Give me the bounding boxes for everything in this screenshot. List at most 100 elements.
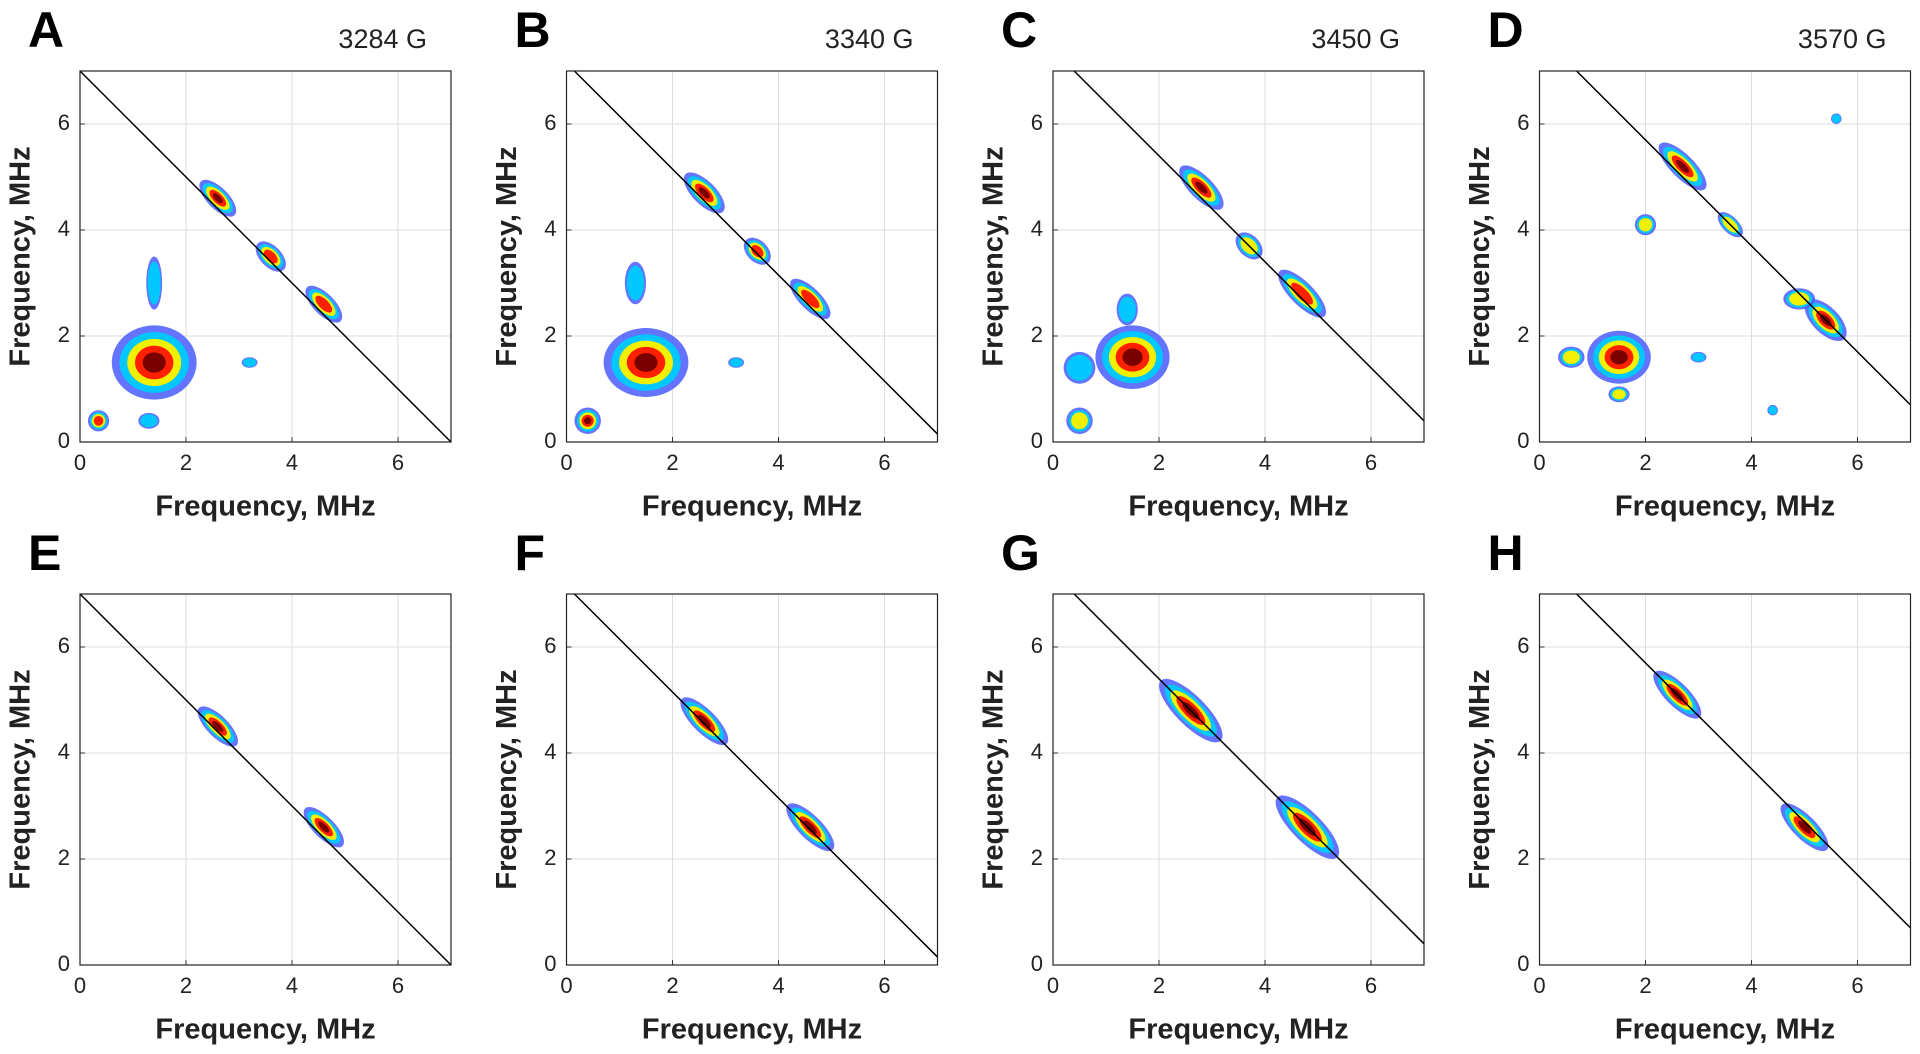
peak <box>1780 803 1829 852</box>
y-tick-label: 2 <box>544 845 556 870</box>
peak <box>138 412 160 429</box>
x-tick-label: 2 <box>1153 973 1165 998</box>
plot-area <box>566 594 938 965</box>
panel: 0 2 4 6 0 2 4 6 Frequency, MHz Frequency, MHz E <box>5 525 452 1046</box>
panel-label: G <box>1001 525 1040 581</box>
plot-area <box>1539 71 1911 442</box>
y-tick-label: 2 <box>58 845 70 870</box>
x-tick-label: 0 <box>1047 450 1059 475</box>
x-tick-label: 6 <box>878 450 890 475</box>
y-tick-label: 4 <box>1517 216 1529 241</box>
y-tick-label: 6 <box>58 110 70 135</box>
y-axis-label: Frequency, MHz <box>491 146 523 366</box>
x-axis-label: Frequency, MHz <box>1128 1014 1348 1046</box>
peak <box>1831 113 1842 124</box>
y-tick-label: 0 <box>544 428 556 453</box>
peak <box>728 357 745 368</box>
panel: 0 2 4 6 0 2 4 6 Frequency, MHz Frequency, MHz G <box>978 525 1425 1046</box>
y-tick-label: 2 <box>1517 845 1529 870</box>
y-axis-label: Frequency, MHz <box>978 669 1010 889</box>
peak <box>743 237 771 265</box>
field-label: 3450 G <box>1311 24 1400 54</box>
y-tick-label: 6 <box>1517 110 1529 135</box>
y-tick-label: 4 <box>544 739 556 764</box>
y-axis-label: Frequency, MHz <box>5 146 37 366</box>
diagonal-line <box>1073 70 1425 422</box>
x-tick-label: 0 <box>1533 450 1545 475</box>
peak <box>1179 165 1224 210</box>
peak <box>1690 351 1707 363</box>
axes-box <box>565 70 939 443</box>
panel-label: C <box>1001 2 1037 58</box>
peak <box>146 256 163 310</box>
peak <box>1634 214 1657 236</box>
x-tick-label: 6 <box>1365 450 1377 475</box>
panel: 0 2 4 6 0 2 4 6 Frequency, MHz Frequency, MHz C 345… <box>978 2 1425 523</box>
peaks <box>574 172 831 435</box>
axes-box <box>1052 593 1425 966</box>
panel-label: B <box>515 2 551 58</box>
x-tick-label: 2 <box>666 450 678 475</box>
peak <box>624 261 647 305</box>
y-tick-label: 6 <box>544 110 556 135</box>
peak <box>1066 407 1093 435</box>
x-tick-label: 4 <box>1259 973 1271 998</box>
peak <box>1767 404 1778 416</box>
y-tick-label: 4 <box>58 216 70 241</box>
peak <box>199 179 237 217</box>
peaks <box>87 179 343 432</box>
x-tick-label: 0 <box>560 450 572 475</box>
y-tick-label: 4 <box>58 739 70 764</box>
peak <box>1278 269 1327 318</box>
peak <box>305 285 343 323</box>
y-axis-label: Frequency, MHz <box>5 669 37 889</box>
panel: 0 2 4 6 0 2 4 6 Frequency, MHz Frequency, MHz F <box>491 525 939 1046</box>
peaks <box>680 697 835 852</box>
peak <box>1095 325 1170 390</box>
y-axis-label: Frequency, MHz <box>978 146 1010 366</box>
y-tick-label: 4 <box>1031 739 1043 764</box>
y-tick-label: 2 <box>1031 322 1043 347</box>
y-tick-label: 0 <box>1517 428 1529 453</box>
y-tick-label: 2 <box>1517 322 1529 347</box>
x-tick-label: 6 <box>878 973 890 998</box>
peak <box>1558 346 1585 368</box>
axes-box <box>79 593 452 966</box>
peak <box>197 706 238 747</box>
y-tick-label: 2 <box>58 322 70 347</box>
y-tick-label: 6 <box>58 633 70 658</box>
field-label: 3340 G <box>825 24 914 54</box>
diagonal-line <box>573 593 939 958</box>
axes-box <box>79 70 452 443</box>
x-axis-label: Frequency, MHz <box>1615 491 1835 523</box>
x-tick-label: 2 <box>180 973 192 998</box>
y-axis-label: Frequency, MHz <box>491 669 523 889</box>
x-axis-label: Frequency, MHz <box>155 1014 375 1046</box>
x-tick-label: 6 <box>1851 450 1863 475</box>
panel-label: F <box>515 525 546 581</box>
panel: 0 2 4 6 0 2 4 6 Frequency, MHz Frequency, MHz A 328… <box>5 2 452 523</box>
x-tick-label: 6 <box>1365 973 1377 998</box>
peak <box>1608 386 1630 403</box>
plot-area <box>1053 71 1424 442</box>
x-tick-label: 4 <box>1259 450 1271 475</box>
diagonal-line <box>1576 593 1912 929</box>
x-tick-label: 6 <box>1851 973 1863 998</box>
x-tick-label: 0 <box>74 973 86 998</box>
y-tick-label: 2 <box>1031 845 1043 870</box>
x-tick-label: 2 <box>1639 973 1651 998</box>
peak <box>1658 142 1707 191</box>
x-tick-label: 4 <box>1745 450 1757 475</box>
panel: 0 2 4 6 0 2 4 6 Frequency, MHz Frequency, MHz B 334… <box>491 2 939 523</box>
y-tick-label: 6 <box>544 633 556 658</box>
x-tick-label: 2 <box>1639 450 1651 475</box>
x-axis-label: Frequency, MHz <box>155 491 375 523</box>
y-tick-label: 0 <box>1031 428 1043 453</box>
y-tick-label: 0 <box>1031 951 1043 976</box>
axes-box <box>1538 593 1912 966</box>
x-tick-label: 0 <box>1047 973 1059 998</box>
peak <box>255 241 286 272</box>
y-tick-label: 4 <box>1031 216 1043 241</box>
panel-label: D <box>1488 2 1524 58</box>
